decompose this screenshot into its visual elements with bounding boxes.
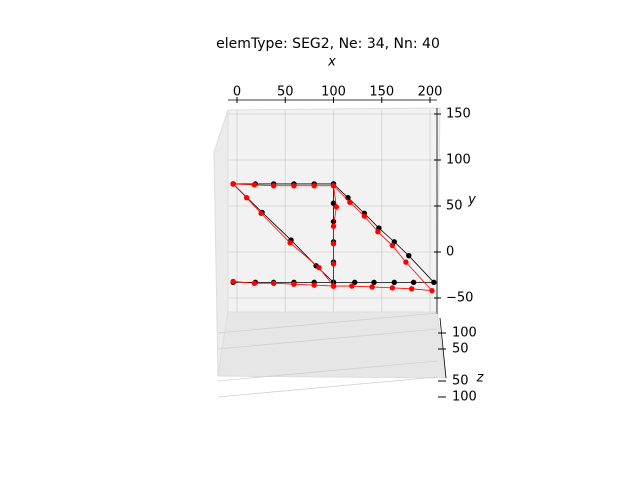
- node: [287, 240, 293, 246]
- node: [352, 279, 358, 286]
- node: [330, 223, 337, 229]
- node: [375, 229, 381, 235]
- node: [316, 264, 322, 271]
- node: [406, 252, 412, 259]
- node: [330, 241, 337, 247]
- node: [330, 183, 337, 189]
- node: [330, 261, 337, 267]
- node: [311, 183, 317, 189]
- grid-line: [217, 360, 438, 382]
- node: [389, 242, 396, 249]
- z-axis-label: z: [476, 371, 485, 386]
- node: [258, 210, 264, 217]
- grid-line: [217, 312, 438, 334]
- node: [230, 181, 236, 187]
- z-tick-label: 100: [452, 326, 477, 341]
- y-axis-label: y: [467, 193, 476, 208]
- node: [251, 280, 258, 286]
- node: [408, 286, 415, 292]
- z-tick-label: 100: [452, 390, 477, 405]
- node: [389, 285, 396, 291]
- grid-line: [217, 376, 438, 398]
- node: [330, 200, 337, 206]
- node: [361, 213, 368, 219]
- node: [410, 279, 417, 286]
- node: [243, 195, 250, 201]
- node: [270, 280, 277, 286]
- y-tick-label: 150: [446, 107, 471, 122]
- node: [431, 279, 437, 286]
- node: [270, 183, 277, 189]
- node: [333, 204, 340, 210]
- z-axis-line: [439, 317, 447, 379]
- node: [311, 282, 317, 288]
- y-tick-label: 100: [446, 153, 471, 168]
- node: [369, 284, 375, 290]
- node: [349, 283, 355, 289]
- floor-pane: [217, 311, 447, 379]
- node: [330, 283, 337, 289]
- y-tick-label: 0: [446, 245, 454, 260]
- x-tick-label: 50: [277, 85, 294, 100]
- node: [391, 279, 397, 286]
- node: [347, 199, 353, 206]
- node: [371, 279, 377, 286]
- node: [291, 183, 297, 189]
- node: [230, 278, 236, 285]
- z-tick-label: 50: [452, 342, 469, 357]
- chart-title: elemType: SEG2, Ne: 34, Nn: 40: [216, 36, 440, 52]
- x-tick-label: 0: [233, 85, 241, 100]
- node: [345, 195, 351, 201]
- x-axis-label: x: [327, 55, 336, 70]
- y-tick-label: −50: [446, 291, 473, 306]
- mesh-line: [232, 183, 433, 292]
- x-tick-label: 200: [418, 85, 443, 100]
- node: [251, 182, 258, 188]
- grid-line: [217, 328, 438, 350]
- node: [429, 287, 435, 294]
- node: [330, 218, 337, 225]
- x-tick-label: 150: [369, 85, 394, 100]
- node: [403, 259, 409, 265]
- x-tick-label: 100: [321, 85, 346, 100]
- node: [291, 281, 297, 287]
- y-tick-label: 50: [446, 199, 463, 214]
- z-tick-label: 50: [452, 374, 469, 389]
